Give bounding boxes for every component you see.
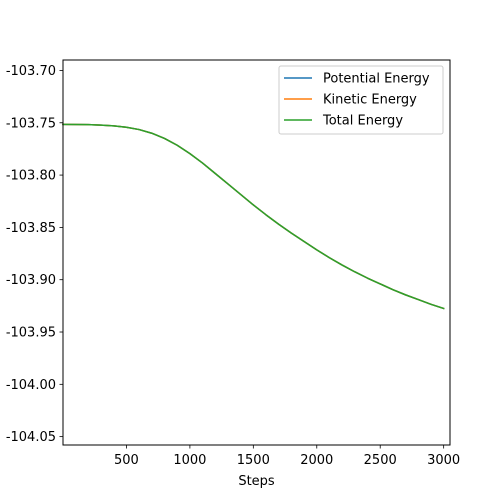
legend-label-kinetic-energy: Kinetic Energy: [323, 93, 417, 108]
legend-box: [278, 65, 444, 135]
legend-label-total-energy: Total Energy: [322, 114, 403, 129]
y-axis: -103.70 -103.75 -103.80 -103.85 -103.90 -103.…: [6, 64, 63, 445]
plot-frame: [62, 59, 451, 446]
x-tick-label: 3000: [427, 453, 460, 468]
y-tick-label: -103.95: [6, 326, 56, 341]
series-line-kinetic-energy: [62, 123, 445, 310]
y-tick-label: -104.05: [6, 430, 56, 445]
x-tick-label: 1000: [173, 453, 206, 468]
y-tick-label: -104.00: [6, 378, 56, 393]
y-tick-label: -103.85: [6, 221, 56, 236]
x-axis: 500 1000 1500 2000 2500 3000: [114, 445, 460, 468]
x-tick-label: 1500: [237, 453, 270, 468]
series-line-potential-energy: [62, 123, 445, 310]
x-axis-label: Steps: [238, 474, 275, 489]
x-tick-label: 2000: [300, 453, 333, 468]
x-tick-label: 2500: [364, 453, 397, 468]
y-tick-label: -103.80: [6, 169, 56, 184]
series-layer: [62, 123, 445, 310]
legend-label-potential-energy: Potential Energy: [323, 72, 430, 87]
y-tick-label: -103.90: [6, 273, 56, 288]
y-tick-label: -103.75: [6, 116, 56, 131]
series-line-total-energy: [62, 123, 445, 310]
legend: Potential Energy Kinetic Energy Total En…: [278, 65, 444, 135]
x-tick-label: 500: [114, 453, 139, 468]
y-tick-label: -103.70: [6, 64, 56, 79]
